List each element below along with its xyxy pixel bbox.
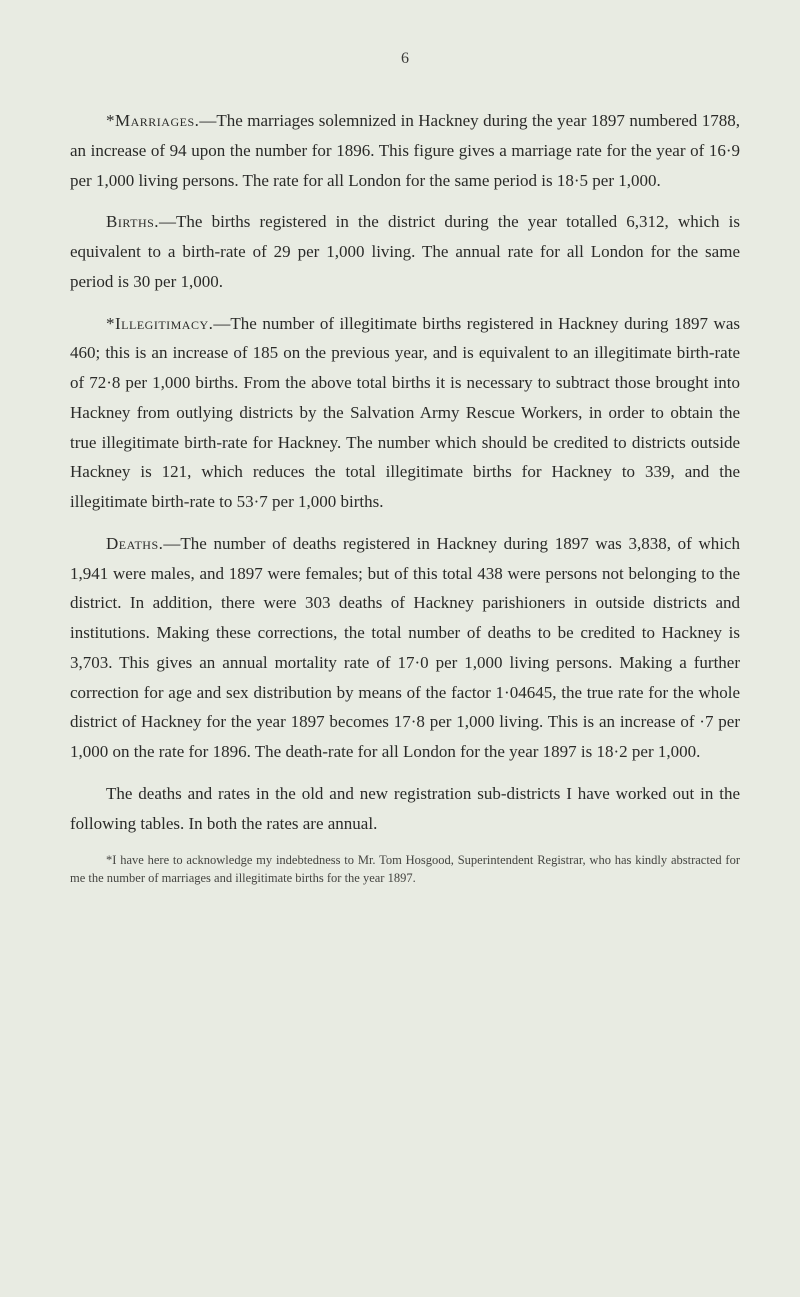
text-illegitimacy: —The number of illegitimate births regis…	[70, 314, 740, 512]
heading-marriages: *Marriages.	[106, 111, 199, 130]
text-births: —The births registered in the district d…	[70, 212, 740, 291]
paragraph-closing: The deaths and rates in the old and new …	[70, 779, 740, 839]
paragraph-marriages: *Marriages.—The marriages solemnized in …	[70, 106, 740, 195]
paragraph-deaths: Deaths.—The number of deaths registered …	[70, 529, 740, 767]
heading-deaths: Deaths.	[106, 534, 163, 553]
heading-births: Births.	[106, 212, 159, 231]
text-closing: The deaths and rates in the old and new …	[70, 784, 740, 833]
page-number: 6	[70, 50, 740, 68]
heading-illegitimacy: *Illegitimacy.	[106, 314, 213, 333]
text-deaths: —The number of deaths registered in Hack…	[70, 534, 740, 761]
paragraph-illegitimacy: *Illegitimacy.—The number of illegitimat…	[70, 309, 740, 517]
footnote: *I have here to acknowledge my indebtedn…	[70, 852, 740, 887]
paragraph-births: Births.—The births registered in the dis…	[70, 207, 740, 296]
